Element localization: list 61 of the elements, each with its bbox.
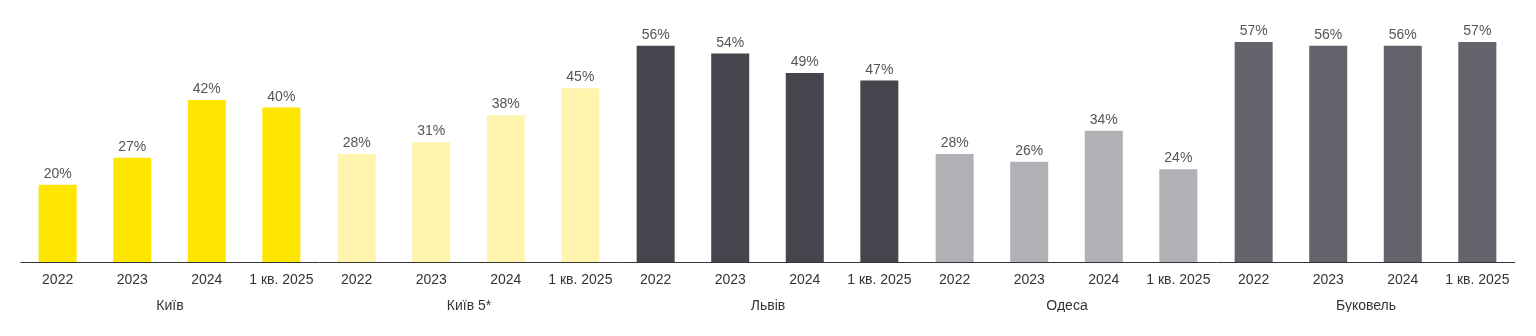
x-axis-title: Одеса	[1046, 296, 1088, 313]
x-tick-label: 2023	[714, 270, 746, 287]
x-tick-label: 2023	[1312, 270, 1344, 287]
x-tick-label: 1 кв. 2025	[249, 270, 314, 287]
x-tick-label: 2024	[1088, 270, 1120, 287]
x-tick-label: 2023	[1013, 270, 1045, 287]
x-axis-title: Київ 5*	[446, 296, 492, 313]
data-label: 20%	[43, 164, 72, 181]
x-tick-label: 1 кв. 2025	[548, 270, 613, 287]
x-tick-label: 2022	[341, 270, 373, 287]
x-tick-label: 2024	[191, 270, 223, 287]
bar	[113, 157, 152, 262]
data-label: 57%	[1463, 22, 1492, 38]
x-axis-title: Буковель	[1335, 296, 1397, 313]
data-label: 45%	[566, 68, 595, 85]
bar	[38, 184, 77, 262]
bar	[187, 99, 226, 262]
bar	[337, 153, 376, 262]
x-tick-label: 2022	[42, 270, 74, 287]
data-label: 40%	[267, 87, 296, 104]
data-label: 57%	[1239, 22, 1268, 38]
data-label: 31%	[417, 122, 446, 139]
x-tick-label: 2024	[789, 270, 821, 287]
data-label: 28%	[342, 133, 371, 150]
bar	[636, 45, 675, 262]
x-axis-title: Київ	[156, 296, 184, 313]
x-axis-title: Львів	[750, 296, 786, 313]
data-label: 54%	[716, 33, 745, 50]
bar	[1010, 161, 1049, 262]
data-label: 27%	[118, 137, 147, 154]
bar	[935, 153, 974, 262]
x-tick-label: 2022	[640, 270, 672, 287]
x-tick-label: 1 кв. 2025	[1445, 270, 1510, 287]
bar	[1159, 169, 1198, 262]
bar	[1084, 130, 1123, 262]
x-tick-label: 2024	[1387, 270, 1419, 287]
data-label: 26%	[1015, 141, 1044, 158]
data-label: 34%	[1089, 110, 1118, 127]
x-tick-label: 2023	[415, 270, 447, 287]
x-tick-label: 2022	[939, 270, 971, 287]
bar	[561, 88, 600, 262]
data-label: 38%	[491, 95, 520, 112]
bar	[486, 115, 525, 262]
x-tick-label: 2022	[1238, 270, 1270, 287]
data-label: 24%	[1164, 149, 1193, 166]
data-label: 49%	[790, 52, 819, 69]
x-tick-label: 1 кв. 2025	[1146, 270, 1211, 287]
data-label: 56%	[641, 25, 670, 42]
data-label: 47%	[865, 60, 894, 77]
bar	[860, 80, 899, 262]
data-label: 56%	[1388, 25, 1417, 42]
bar	[262, 107, 301, 262]
bar	[711, 53, 750, 262]
bar	[785, 72, 824, 262]
x-tick-label: 1 кв. 2025	[847, 270, 912, 287]
data-label: 28%	[940, 133, 969, 150]
x-tick-label: 2024	[490, 270, 522, 287]
bar	[412, 142, 451, 262]
data-label: 56%	[1314, 25, 1343, 42]
data-label: 42%	[192, 79, 221, 96]
x-tick-label: 2023	[116, 270, 148, 287]
